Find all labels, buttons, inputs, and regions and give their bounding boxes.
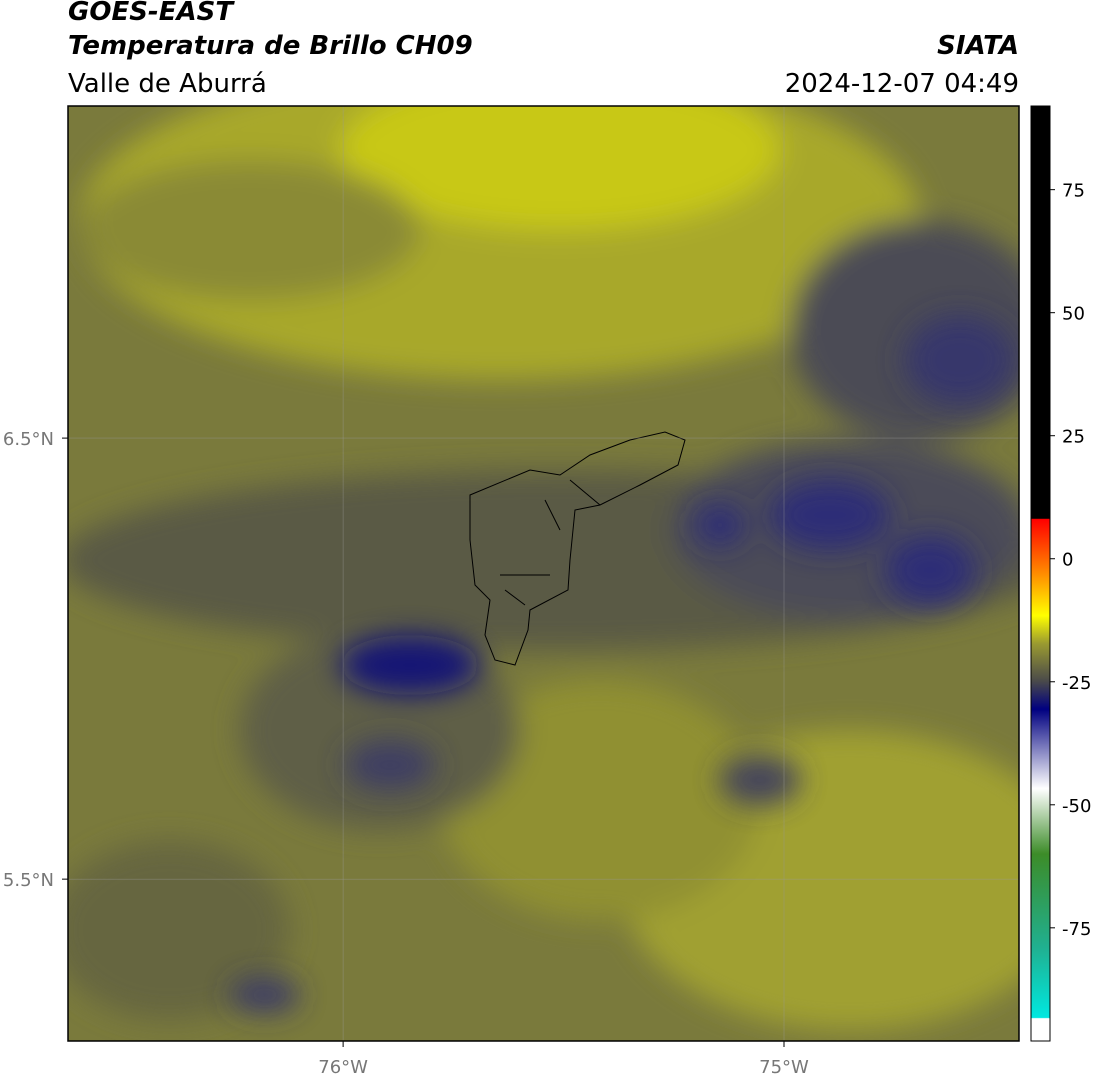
y-tick-label: 5.5°N (3, 870, 54, 891)
map-frame (67, 105, 1020, 1042)
colorbar-tick-label: -50 (1062, 796, 1091, 817)
colorbar-tick-label: -75 (1062, 919, 1091, 940)
x-tick-label: 76°W (318, 1057, 368, 1078)
colorbar-tick-label: -25 (1062, 673, 1091, 694)
aburra-boundary (469, 431, 686, 666)
colorbar-tick-label: 25 (1062, 427, 1085, 448)
agency-title: SIATA (937, 31, 1019, 61)
x-tick-label: 75°W (759, 1057, 809, 1078)
colorbar-tick-label: 50 (1062, 304, 1085, 325)
datetime-title: 2024-12-07 04:49 (785, 69, 1019, 99)
satellite-title: GOES-EAST (68, 0, 235, 27)
region-title: Valle de Aburrá (68, 69, 267, 99)
map-field (68, 106, 1019, 1041)
colorbar-tick-label: 75 (1062, 181, 1085, 202)
colorbar (1030, 105, 1051, 1042)
product-title: Temperatura de Brillo CH09 (68, 31, 473, 61)
y-tick-label: 6.5°N (3, 429, 54, 450)
grid (68, 106, 1019, 1041)
colorbar-tick-label: 0 (1062, 550, 1073, 571)
